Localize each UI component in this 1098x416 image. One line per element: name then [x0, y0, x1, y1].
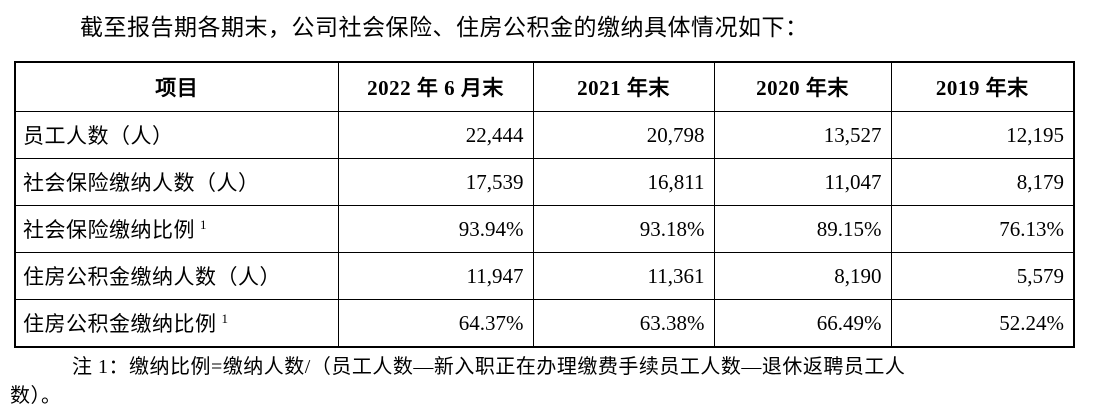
table-cell: 13,527 [713, 111, 892, 159]
row-label-text: 社会保险缴纳比例 [23, 218, 195, 242]
table-cell: 11,947 [337, 252, 534, 300]
table-cell: 16,811 [532, 158, 715, 206]
table-cell: 66.49% [713, 299, 892, 348]
header-row: 项目 2022 年 6 月末 2021 年末 2020 年末 2019 年末 [14, 61, 1075, 112]
table-cell: 52.24% [890, 299, 1075, 348]
footnote-line-1: 注 1：缴纳比例=缴纳人数/（员工人数—新入职正在办理缴费手续员工人数—退休返聘… [72, 356, 906, 378]
column-header-2021: 2021 年末 [532, 61, 715, 112]
social-insurance-table: 项目 2022 年 6 月末 2021 年末 2020 年末 2019 年末 员… [14, 61, 1075, 348]
column-header-2020: 2020 年末 [713, 61, 892, 112]
row-label: 社会保险缴纳人数（人） [14, 158, 339, 206]
table-cell: 63.38% [532, 299, 715, 348]
table-cell: 20,798 [532, 111, 715, 159]
table-row: 员工人数（人） 22,444 20,798 13,527 12,195 [14, 111, 1075, 159]
row-label-text: 社会保险缴纳人数（人） [23, 171, 260, 195]
row-label-text: 员工人数（人） [23, 124, 174, 148]
intro-paragraph: 截至报告期各期末，公司社会保险、住房公积金的缴纳具体情况如下： [80, 15, 809, 40]
table-row: 住房公积金缴纳人数（人） 11,947 11,361 8,190 5,579 [14, 252, 1075, 300]
table-cell: 11,047 [713, 158, 892, 206]
table-cell: 64.37% [337, 299, 534, 348]
row-label: 社会保险缴纳比例 1 [14, 205, 339, 253]
table-cell: 76.13% [890, 205, 1075, 253]
row-label-text: 住房公积金缴纳比例 [23, 312, 217, 336]
row-label: 员工人数（人） [14, 111, 339, 159]
row-label: 住房公积金缴纳比例 1 [14, 299, 339, 348]
table-row: 社会保险缴纳比例 1 93.94% 93.18% 89.15% 76.13% [14, 205, 1075, 253]
table-cell: 12,195 [890, 111, 1075, 159]
column-header-2022h1: 2022 年 6 月末 [337, 61, 534, 112]
table-cell: 5,579 [890, 252, 1075, 300]
row-label-text: 住房公积金缴纳人数（人） [23, 265, 281, 289]
column-header-2019: 2019 年末 [890, 61, 1075, 112]
table-cell: 93.94% [337, 205, 534, 253]
footnote-ref: 1 [200, 217, 207, 232]
table-row: 住房公积金缴纳比例 1 64.37% 63.38% 66.49% 52.24% [14, 299, 1075, 348]
footnote: 注 1：缴纳比例=缴纳人数/（员工人数—新入职正在办理缴费手续员工人数—退休返聘… [10, 353, 1098, 411]
row-label: 住房公积金缴纳人数（人） [14, 252, 339, 300]
footnote-ref: 1 [221, 311, 229, 326]
table-row: 社会保险缴纳人数（人） 17,539 16,811 11,047 8,179 [14, 158, 1075, 206]
table-cell: 8,179 [890, 158, 1075, 206]
table-cell: 8,190 [713, 252, 892, 300]
table-cell: 22,444 [337, 111, 534, 159]
table-cell: 93.18% [532, 205, 715, 253]
table-cell: 11,361 [532, 252, 715, 300]
table-cell: 89.15% [713, 205, 892, 253]
footnote-line-2: 数）。 [10, 385, 62, 407]
column-header-item: 项目 [14, 61, 339, 112]
table-cell: 17,539 [337, 158, 534, 206]
